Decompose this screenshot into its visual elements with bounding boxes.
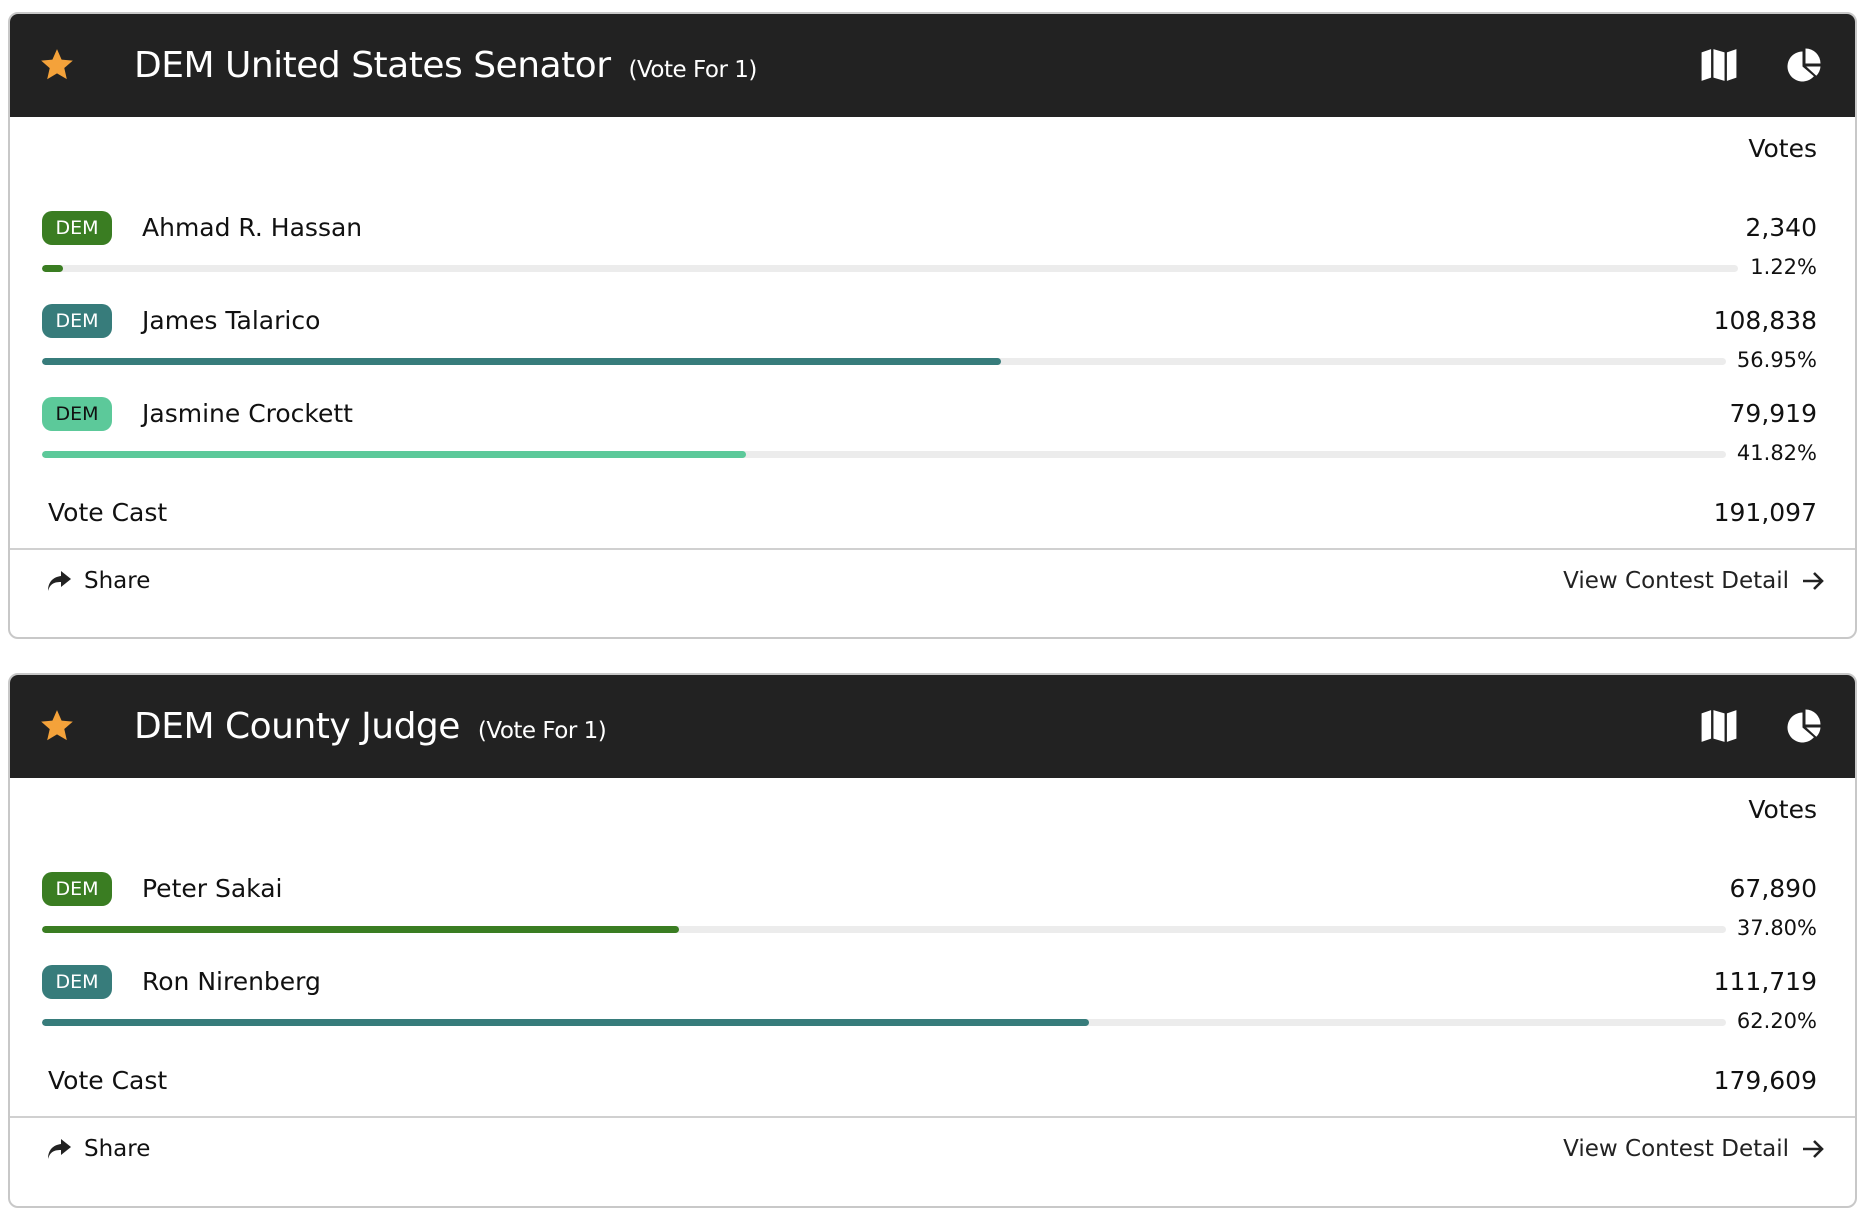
contest-header: DEM United States Senator (Vote For 1) xyxy=(10,14,1855,117)
contest-title-text: DEM County Judge xyxy=(134,706,460,747)
vote-share-bar xyxy=(42,1019,1726,1026)
vote-share-bar xyxy=(42,358,1726,365)
party-badge: DEM xyxy=(42,397,112,431)
share-icon xyxy=(48,1139,71,1159)
arrow-right-icon xyxy=(1803,572,1824,590)
view-contest-detail-label: View Contest Detail xyxy=(1563,568,1789,594)
favorite-star-icon[interactable] xyxy=(38,46,76,84)
party-badge: DEM xyxy=(42,965,112,999)
candidate-row: DEM Peter Sakai 67,890 37.80% xyxy=(10,872,1855,962)
share-button[interactable]: Share xyxy=(46,568,150,594)
candidate-percent: 56.95% xyxy=(1736,348,1817,372)
vote-share-bar xyxy=(42,265,1738,272)
pie-chart-icon[interactable] xyxy=(1785,708,1823,744)
share-button[interactable]: Share xyxy=(46,1136,150,1162)
candidate-votes: 67,890 xyxy=(1729,874,1817,903)
view-contest-detail-link[interactable]: View Contest Detail xyxy=(1563,568,1825,594)
vote-share-fill xyxy=(42,926,679,933)
contest-footer: Share View Contest Detail xyxy=(10,548,1855,616)
vote-share-fill xyxy=(42,1019,1090,1026)
contest-header: DEM County Judge (Vote For 1) xyxy=(10,675,1855,778)
votes-column-header: Votes xyxy=(1748,134,1817,163)
candidate-votes: 2,340 xyxy=(1745,213,1817,242)
vote-share-bar xyxy=(42,451,1726,458)
contest-title: DEM County Judge (Vote For 1) xyxy=(134,706,607,747)
view-contest-detail-link[interactable]: View Contest Detail xyxy=(1563,1136,1825,1162)
favorite-star-icon[interactable] xyxy=(38,707,76,745)
votes-column-header: Votes xyxy=(1748,795,1817,824)
share-icon xyxy=(48,571,71,591)
vote-share-fill xyxy=(42,451,747,458)
candidate-row: DEM Jasmine Crockett 79,919 41.82% xyxy=(10,397,1855,487)
map-icon[interactable] xyxy=(1700,47,1738,83)
candidate-percent: 1.22% xyxy=(1750,255,1817,279)
vote-share-bar xyxy=(42,926,1726,933)
candidate-votes: 108,838 xyxy=(1713,306,1817,335)
contest-title: DEM United States Senator (Vote For 1) xyxy=(134,45,757,86)
vote-cast-total: 179,609 xyxy=(1713,1066,1817,1095)
party-badge: DEM xyxy=(42,304,112,338)
candidate-name: Peter Sakai xyxy=(142,874,283,903)
candidate-row: DEM Ahmad R. Hassan 2,340 1.22% xyxy=(10,211,1855,301)
candidate-percent: 62.20% xyxy=(1736,1009,1817,1033)
candidate-name: Ahmad R. Hassan xyxy=(142,213,363,242)
candidate-row: DEM Ron Nirenberg 111,719 62.20% xyxy=(10,965,1855,1055)
party-badge: DEM xyxy=(42,211,112,245)
party-badge: DEM xyxy=(42,872,112,906)
candidate-votes: 111,719 xyxy=(1713,967,1817,996)
contest-footer: Share View Contest Detail xyxy=(10,1116,1855,1184)
vote-for-label: (Vote For 1) xyxy=(628,57,758,83)
vote-share-fill xyxy=(42,265,63,272)
share-label: Share xyxy=(84,1136,151,1162)
candidate-name: Jasmine Crockett xyxy=(142,399,353,428)
candidate-percent: 41.82% xyxy=(1736,441,1817,465)
contest-title-text: DEM United States Senator xyxy=(134,45,611,86)
view-contest-detail-label: View Contest Detail xyxy=(1563,1136,1789,1162)
pie-chart-icon[interactable] xyxy=(1785,47,1823,83)
candidate-votes: 79,919 xyxy=(1729,399,1817,428)
vote-cast-label: Vote Cast xyxy=(48,1066,168,1095)
vote-share-fill xyxy=(42,358,1002,365)
candidate-row: DEM James Talarico 108,838 56.95% xyxy=(10,304,1855,394)
candidate-name: Ron Nirenberg xyxy=(142,967,321,996)
candidate-name: James Talarico xyxy=(142,306,321,335)
share-label: Share xyxy=(84,568,151,594)
contest-card: DEM County Judge (Vote For 1) Votes DEM P… xyxy=(8,673,1857,1208)
vote-for-label: (Vote For 1) xyxy=(477,718,607,744)
candidate-percent: 37.80% xyxy=(1736,916,1817,940)
vote-cast-label: Vote Cast xyxy=(48,498,168,527)
arrow-right-icon xyxy=(1803,1140,1824,1158)
map-icon[interactable] xyxy=(1700,708,1738,744)
contest-card: DEM United States Senator (Vote For 1) Vo… xyxy=(8,12,1857,639)
vote-cast-total: 191,097 xyxy=(1713,498,1817,527)
